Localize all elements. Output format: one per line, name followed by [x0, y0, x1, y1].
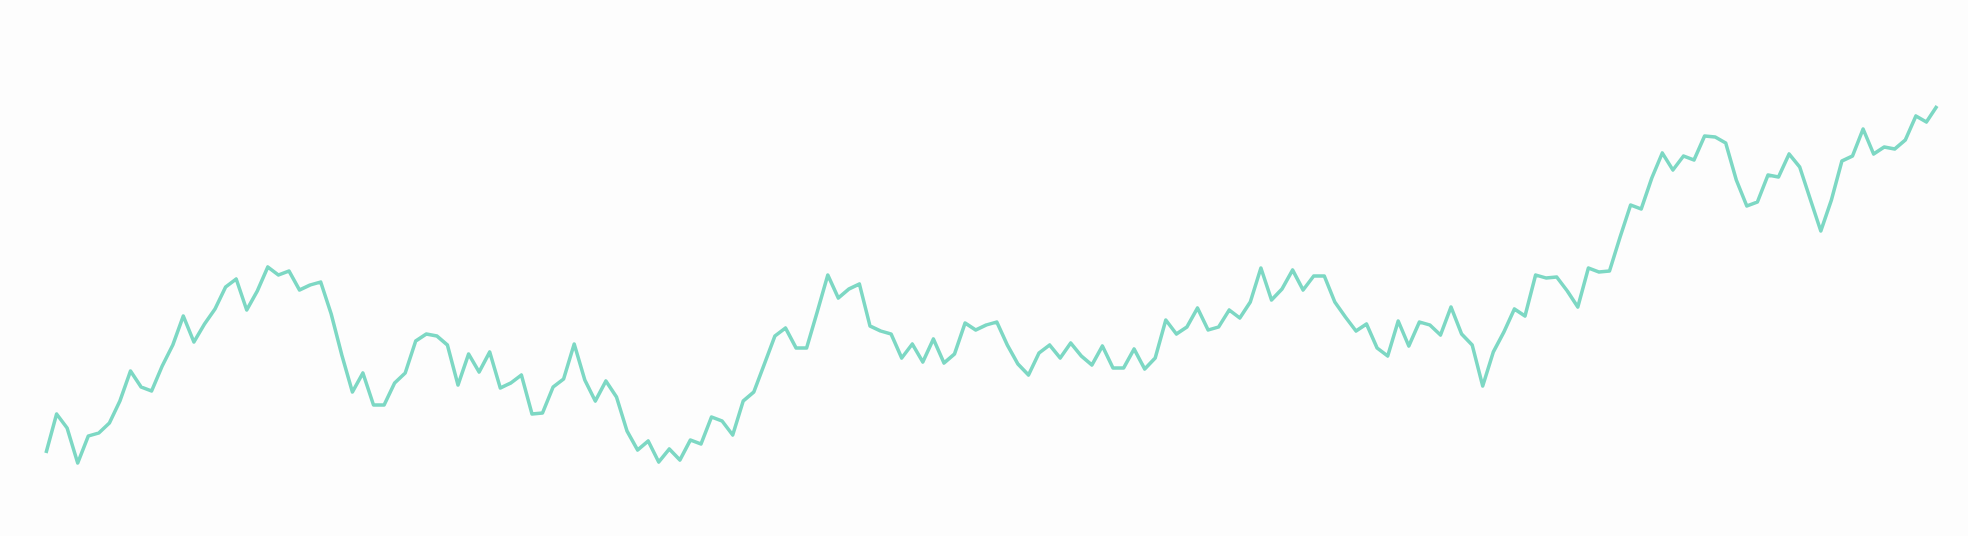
- line-series: [44, 105, 1939, 465]
